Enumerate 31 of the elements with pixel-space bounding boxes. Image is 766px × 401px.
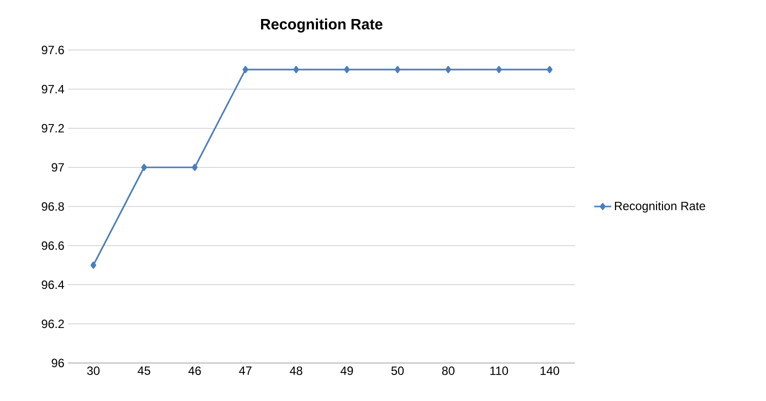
y-tick-label: 97.2 bbox=[42, 124, 64, 132]
point bbox=[192, 164, 198, 171]
y-tick-label: 97.4 bbox=[42, 84, 64, 94]
x-tick-label: 110 bbox=[490, 366, 508, 375]
x-tick-label: 50 bbox=[391, 366, 404, 375]
y-tick-label: 96.6 bbox=[42, 241, 64, 250]
legend-label: Recognition Rate bbox=[614, 201, 706, 213]
x-tick-label: 48 bbox=[290, 366, 302, 375]
x-tick-label: 46 bbox=[188, 366, 201, 375]
chart-title: Recognition Rate bbox=[261, 18, 382, 33]
point bbox=[242, 66, 248, 74]
y-tick-label: 96.4 bbox=[42, 280, 64, 289]
y-tick-label: 96.8 bbox=[42, 202, 64, 211]
x-tick-label: 45 bbox=[138, 366, 150, 375]
y-tick-label: 96.2 bbox=[42, 320, 64, 328]
y-tick-label: 97.6 bbox=[42, 46, 64, 54]
x-tick-label: 30 bbox=[87, 366, 100, 375]
point bbox=[293, 66, 300, 74]
point bbox=[141, 164, 147, 171]
point bbox=[394, 66, 400, 74]
x-tick-label: 47 bbox=[239, 366, 252, 375]
point bbox=[90, 262, 96, 269]
point bbox=[445, 66, 452, 74]
point bbox=[496, 66, 502, 74]
y-tick-label: 96 bbox=[52, 358, 64, 368]
x-tick-label: 140 bbox=[540, 366, 560, 375]
point bbox=[546, 66, 553, 74]
x-tick-label: 49 bbox=[340, 366, 353, 375]
x-tick-label: 80 bbox=[442, 366, 454, 375]
point bbox=[344, 66, 350, 74]
y-tick-label: 97 bbox=[52, 163, 64, 172]
